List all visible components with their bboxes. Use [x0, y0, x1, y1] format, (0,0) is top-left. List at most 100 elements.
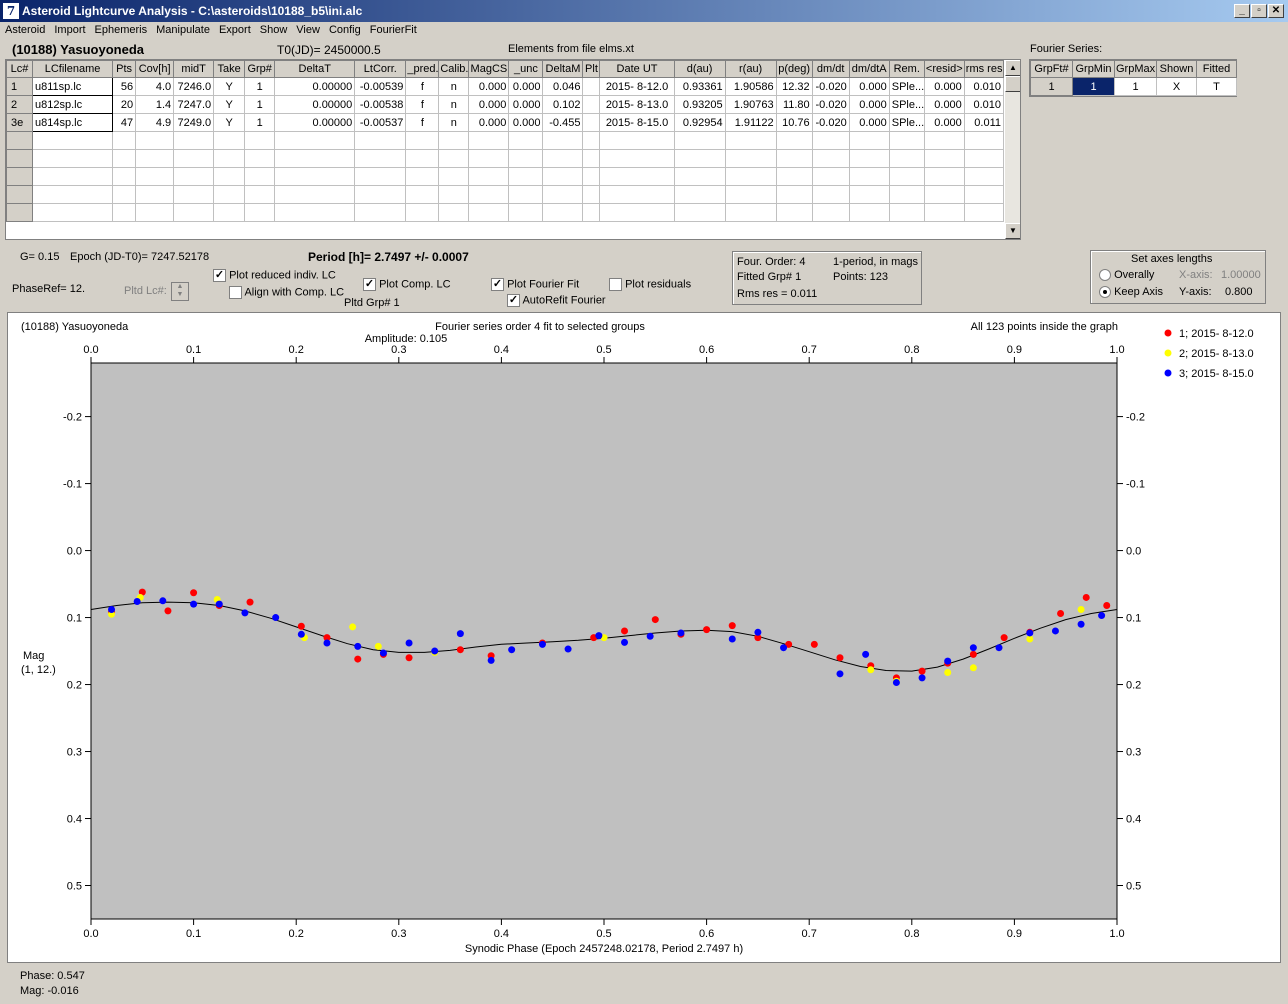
table-cell[interactable] — [244, 131, 276, 150]
table-cell[interactable] — [599, 167, 675, 186]
table-cell[interactable]: 0.000 — [923, 113, 965, 132]
column-header[interactable]: MagCS — [468, 60, 510, 78]
table-cell[interactable]: n — [438, 77, 470, 96]
scroll-thumb[interactable] — [1005, 76, 1020, 92]
fourier-cell[interactable]: 1 — [1030, 77, 1073, 96]
table-cell[interactable] — [963, 185, 1005, 204]
table-cell[interactable]: 0.010 — [963, 77, 1005, 96]
table-cell[interactable] — [32, 131, 114, 150]
table-cell[interactable] — [542, 149, 584, 168]
table-cell[interactable]: SPle... — [888, 77, 925, 96]
x-axis-value[interactable]: 1.00000 — [1221, 269, 1261, 281]
table-cell[interactable] — [438, 131, 470, 150]
table-cell[interactable] — [508, 203, 544, 222]
column-header[interactable]: _unc — [508, 60, 544, 78]
table-cell[interactable]: u812sp.lc — [32, 95, 114, 114]
table-cell[interactable]: 1 — [244, 113, 276, 132]
menu-config[interactable]: Config — [328, 24, 361, 36]
table-cell[interactable] — [213, 149, 246, 168]
table-cell[interactable] — [673, 149, 726, 168]
y-axis-value[interactable]: 0.800 — [1225, 286, 1253, 298]
table-cell[interactable]: 0.92954 — [673, 113, 726, 132]
column-header[interactable]: d(au) — [673, 60, 726, 78]
table-cell[interactable] — [848, 185, 890, 204]
table-cell[interactable] — [888, 149, 925, 168]
table-cell[interactable]: 0.000 — [923, 95, 965, 114]
table-cell[interactable] — [508, 131, 544, 150]
table-cell[interactable]: -0.00539 — [354, 77, 407, 96]
table-cell[interactable] — [923, 203, 965, 222]
column-header[interactable]: rms res — [963, 60, 1005, 78]
menu-view[interactable]: View — [296, 24, 320, 36]
table-cell[interactable]: -0.00537 — [354, 113, 407, 132]
table-cell[interactable] — [508, 185, 544, 204]
table-scrollbar[interactable]: ▲ ▼ — [1004, 60, 1020, 239]
column-header[interactable]: Pts — [112, 60, 137, 78]
table-cell[interactable] — [848, 167, 890, 186]
table-cell[interactable] — [213, 203, 246, 222]
table-cell[interactable]: 1.90586 — [724, 77, 777, 96]
table-cell[interactable] — [468, 149, 510, 168]
table-cell[interactable] — [6, 167, 34, 186]
table-cell[interactable]: f — [405, 113, 440, 132]
menu-manipulate[interactable]: Manipulate — [156, 24, 210, 36]
lightcurve-plot-panel[interactable]: 0.0 0.0 0.1 0.1 0.2 0.2 0.3 0.3 0.4 0.4 0.5 0.5 0.6 0… — [7, 312, 1281, 963]
column-header[interactable]: DeltaT — [274, 60, 356, 78]
table-cell[interactable]: Y — [213, 95, 246, 114]
column-header[interactable]: Grp# — [244, 60, 276, 78]
table-cell[interactable]: 0.000 — [468, 77, 510, 96]
table-cell[interactable] — [354, 203, 407, 222]
table-cell[interactable]: 0.046 — [542, 77, 584, 96]
table-row[interactable]: 3e u814sp.lc 47 4.9 7249.0 Y 1 0.00000 -0.00537 f… — [6, 113, 1005, 132]
column-header[interactable]: Date UT — [599, 60, 675, 78]
table-cell[interactable]: 0.000 — [848, 95, 890, 114]
table-cell[interactable]: 7249.0 — [173, 113, 215, 132]
table-cell[interactable] — [173, 203, 215, 222]
menu-export[interactable]: Export — [218, 24, 251, 36]
plot-reduced-checkbox[interactable]: ✓ Plot reduced indiv. LC — [213, 269, 336, 282]
table-cell[interactable] — [811, 167, 850, 186]
table-cell[interactable] — [354, 185, 407, 204]
table-cell[interactable] — [274, 203, 356, 222]
table-cell[interactable] — [274, 167, 356, 186]
table-cell[interactable] — [32, 149, 114, 168]
table-cell[interactable] — [963, 167, 1005, 186]
table-cell[interactable]: 0.93361 — [673, 77, 726, 96]
table-cell[interactable]: 4.9 — [135, 113, 175, 132]
table-cell[interactable]: 2015- 8-13.0 — [599, 95, 675, 114]
table-cell[interactable]: f — [405, 77, 440, 96]
table-cell[interactable]: 0.00000 — [274, 95, 356, 114]
table-cell[interactable] — [599, 131, 675, 150]
table-cell[interactable] — [673, 131, 726, 150]
table-cell[interactable] — [923, 167, 965, 186]
table-cell[interactable] — [599, 185, 675, 204]
scroll-down-button[interactable]: ▼ — [1005, 223, 1020, 239]
table-cell[interactable]: 0.00000 — [274, 77, 356, 96]
table-cell[interactable] — [542, 131, 584, 150]
table-cell[interactable]: 0.102 — [542, 95, 584, 114]
table-cell[interactable] — [405, 185, 440, 204]
table-cell[interactable] — [724, 167, 777, 186]
column-header[interactable]: LCfilename — [32, 60, 114, 78]
table-cell[interactable] — [848, 203, 890, 222]
table-cell[interactable]: 0.000 — [508, 95, 544, 114]
table-cell[interactable] — [848, 149, 890, 168]
table-cell[interactable] — [724, 149, 777, 168]
table-cell[interactable] — [468, 185, 510, 204]
fourier-column-header[interactable]: GrpFt# — [1030, 60, 1073, 78]
table-cell[interactable]: 0.000 — [508, 77, 544, 96]
table-cell[interactable] — [135, 185, 175, 204]
table-cell[interactable]: 0.000 — [848, 77, 890, 96]
table-cell[interactable]: 2015- 8-12.0 — [599, 77, 675, 96]
table-cell[interactable] — [582, 149, 601, 168]
column-header[interactable]: midT — [173, 60, 215, 78]
table-cell[interactable] — [582, 113, 601, 132]
table-cell[interactable] — [354, 149, 407, 168]
column-header[interactable]: Rem. — [888, 60, 925, 78]
table-cell[interactable] — [354, 131, 407, 150]
table-cell[interactable] — [468, 167, 510, 186]
column-header[interactable]: dm/dtA — [848, 60, 890, 78]
table-cell[interactable]: f — [405, 95, 440, 114]
table-cell[interactable]: 2 — [6, 95, 34, 114]
column-header[interactable]: p(deg) — [775, 60, 813, 78]
